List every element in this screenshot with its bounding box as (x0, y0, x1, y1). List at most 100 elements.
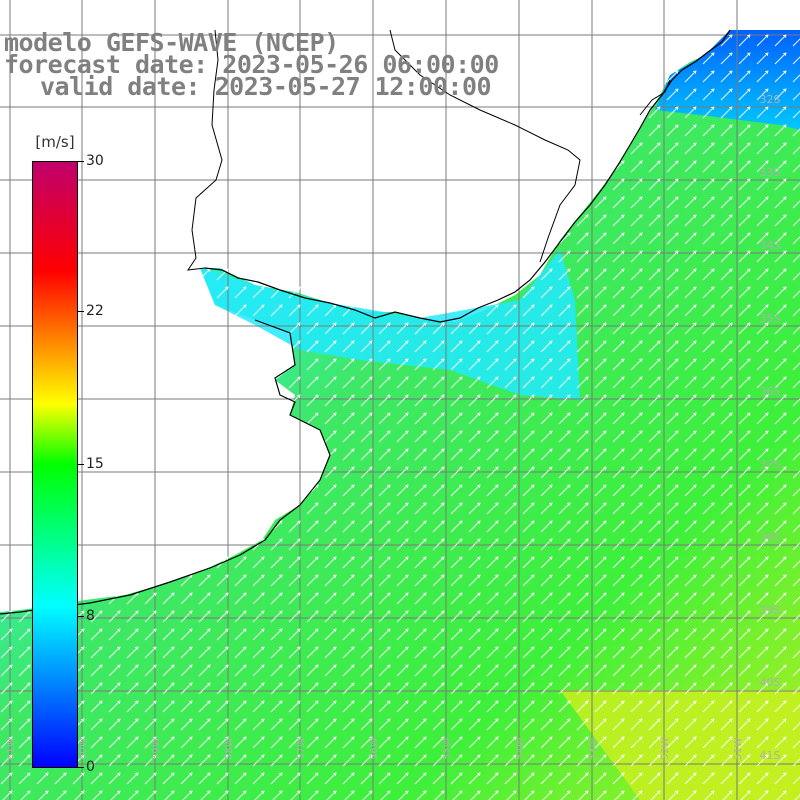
wind-arrow (738, 197, 750, 209)
wind-arrow (324, 323, 336, 335)
wind-arrow (648, 179, 660, 191)
wind-arrow (594, 503, 606, 515)
wind-arrow (18, 719, 30, 731)
wind-arrow (774, 179, 786, 191)
wind-arrow (792, 668, 800, 677)
wind-arrow (648, 359, 660, 371)
wind-arrow (792, 740, 800, 749)
wind-arrow (506, 791, 516, 800)
wind-arrow (522, 323, 534, 335)
wind-arrow (270, 575, 282, 587)
wind-arrow (630, 395, 642, 407)
wind-arrow (504, 467, 516, 479)
wind-arrow (594, 521, 606, 533)
wind-arrow (162, 629, 174, 641)
wind-arrow (630, 611, 642, 623)
wind-arrow (720, 683, 732, 695)
wind-arrow (666, 287, 678, 299)
wind-arrow (378, 719, 390, 731)
wind-arrow (576, 269, 588, 281)
lon-label: 57W (296, 737, 307, 760)
wind-arrow (630, 521, 642, 533)
wind-arrow (360, 557, 372, 569)
wind-arrow (270, 305, 282, 317)
colorbar-tickmark (78, 464, 84, 465)
wind-arrow (756, 161, 768, 173)
wind-arrow (288, 341, 300, 353)
wind-arrow (666, 107, 678, 119)
wind-arrow (558, 539, 570, 551)
wind-arrow (648, 395, 660, 407)
wind-arrow (630, 359, 642, 371)
wind-arrow (594, 737, 606, 749)
wind-arrow (684, 269, 696, 281)
wind-arrow (432, 647, 444, 659)
wind-arrow (738, 305, 750, 317)
wind-arrow (470, 791, 480, 800)
wind-arrow (522, 701, 534, 713)
wind-arrow (738, 719, 750, 731)
wind-arrow (576, 395, 588, 407)
wind-arrow (234, 683, 246, 695)
wind-arrow (558, 377, 570, 389)
wind-arrow (720, 701, 732, 713)
colorbar-tick-30: 30 (86, 153, 104, 169)
wind-arrow (614, 791, 624, 800)
wind-arrow (792, 254, 800, 263)
wind-arrow (540, 449, 552, 461)
wind-arrow (414, 629, 426, 641)
wind-arrow (648, 755, 660, 767)
wind-arrow (612, 413, 624, 425)
wind-arrow (702, 647, 714, 659)
wind-arrow (738, 89, 750, 101)
wind-arrow (360, 431, 372, 443)
wind-arrow (540, 665, 552, 677)
wind-arrow (146, 791, 156, 800)
wind-arrow (774, 377, 786, 389)
wind-arrow (648, 143, 660, 155)
wind-arrow (324, 575, 336, 587)
lat-label: 39S (760, 604, 781, 617)
wind-arrow (666, 143, 678, 155)
wind-arrow (576, 755, 588, 767)
wind-arrow (756, 665, 768, 677)
wind-arrow (558, 251, 570, 263)
wind-arrow (72, 773, 84, 785)
wind-arrow (180, 755, 192, 767)
wind-arrow (504, 449, 516, 461)
wind-arrow (468, 611, 480, 623)
wind-arrow (774, 89, 786, 101)
wind-arrow (144, 611, 156, 623)
wind-arrow (792, 326, 800, 335)
wind-arrow (684, 89, 696, 101)
wind-arrow (540, 341, 552, 353)
wind-arrow (396, 485, 408, 497)
wind-arrow (558, 485, 570, 497)
wind-arrow (324, 719, 336, 731)
wind-arrow (702, 125, 714, 137)
wind-arrow (90, 773, 102, 785)
wind-arrow (270, 755, 282, 767)
wind-arrow (684, 431, 696, 443)
wind-arrow (792, 560, 800, 569)
wind-arrow (306, 395, 318, 407)
wind-arrow (792, 182, 800, 191)
wind-arrow (18, 629, 30, 641)
wind-arrow (432, 755, 444, 767)
wind-arrow (594, 341, 606, 353)
wind-arrow (684, 251, 696, 263)
wind-arrow (738, 431, 750, 443)
wind-arrow (486, 521, 498, 533)
wind-arrow (216, 575, 228, 587)
wind-arrow (398, 791, 408, 800)
wind-arrow (558, 287, 570, 299)
wind-arrow (378, 629, 390, 641)
wind-arrow (666, 575, 678, 587)
wind-arrow (504, 431, 516, 443)
wind-arrow (360, 737, 372, 749)
wind-arrow (234, 647, 246, 659)
wind-arrow (540, 755, 552, 767)
wind-arrow (234, 773, 246, 785)
colorbar-tick-15: 15 (86, 456, 104, 472)
wind-arrow (738, 161, 750, 173)
